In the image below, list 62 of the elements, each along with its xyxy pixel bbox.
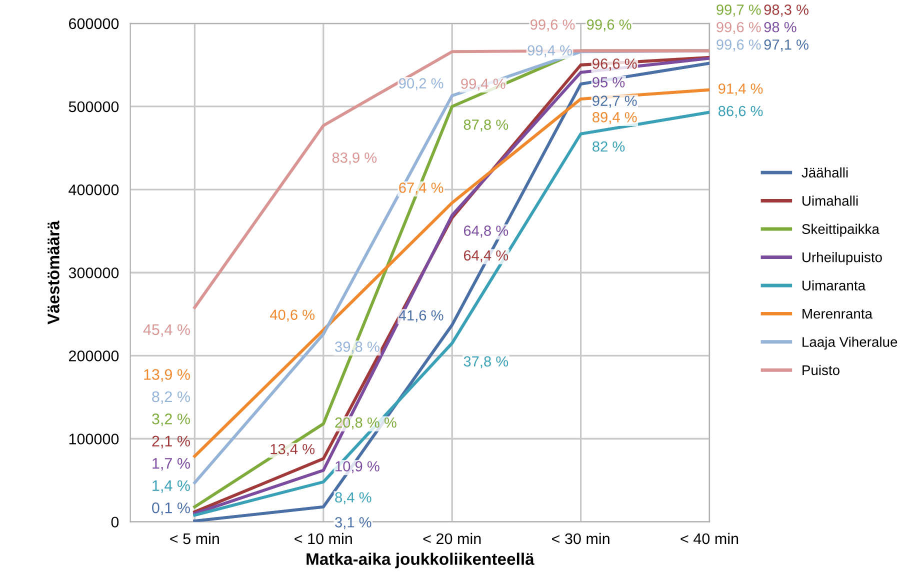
- annotation: 91,4 %: [718, 83, 763, 96]
- annotation: 92,7 %: [592, 96, 637, 108]
- annotation: 45,4 %: [143, 324, 190, 337]
- text: 98 %: [764, 22, 796, 32]
- y-tick-label: 400000: [68, 184, 119, 196]
- annotation: 39,8 %: [335, 342, 380, 354]
- y-tick-label: 300000: [68, 267, 119, 278]
- annotation: 13,9 %: [144, 369, 190, 382]
- annotation: 2,1 %: [152, 436, 190, 448]
- annotation: 90,2 %: [399, 78, 444, 90]
- annotation: 8,4 %: [335, 492, 372, 504]
- text: 98,3 %: [764, 4, 808, 17]
- y-tick-label: 0: [111, 516, 119, 528]
- legend-label: Urheilupuisto: [802, 252, 882, 265]
- x-tick-label: < 10 min: [294, 532, 352, 544]
- annotation: 99,6 %: [716, 22, 761, 34]
- annotation: 99,4 %: [528, 45, 572, 58]
- annotation: 83,9 %: [332, 152, 377, 165]
- annotation: 96,6 %: [592, 58, 637, 71]
- annotation: 1,4 %: [152, 480, 190, 493]
- annotation: 87,8 %: [464, 120, 508, 132]
- annotation: 82 %: [592, 141, 625, 152]
- annotation: 1,7 %: [152, 458, 190, 471]
- legend-label: Jäähalli: [802, 167, 848, 178]
- annotation: 41,6 %: [398, 310, 444, 322]
- annotation: 99,7 %: [716, 4, 761, 17]
- annotation: 67,4 %: [399, 182, 444, 195]
- y-axis-title: Väestömäärä: [48, 220, 60, 324]
- text: 97,1 %: [764, 39, 808, 52]
- x-tick-label: < 20 min: [423, 532, 481, 544]
- annotation: 10,9 %: [336, 461, 380, 474]
- annotation: 64,4 %: [464, 250, 508, 262]
- annotation: 8,2 %: [152, 391, 190, 404]
- x-tick-label: < 40 min: [680, 532, 738, 544]
- legend-label: Uimaranta: [802, 280, 866, 290]
- legend-label: Skeittipaikka: [802, 224, 880, 237]
- annotation: 3,2 %: [152, 414, 190, 426]
- legend-label: Puisto: [802, 364, 840, 376]
- annotation: 20,8 % %: [335, 417, 396, 430]
- x-tick-label: < 30 min: [552, 532, 610, 544]
- annotation: 95 %: [592, 77, 625, 88]
- annotation: 99,4 %: [461, 78, 506, 91]
- annotation: 64,8 %: [464, 226, 508, 238]
- y-tick-label: 100000: [69, 434, 119, 444]
- legend-label: Uimahalli: [802, 196, 858, 206]
- y-tick-label: 600000: [69, 18, 119, 30]
- annotation: 40,6 %: [270, 310, 315, 322]
- annotation: 99,6 %: [716, 39, 761, 52]
- y-tick-label: 500000: [68, 101, 119, 112]
- legend-label: Merenranta: [802, 308, 872, 319]
- annotation: 13,4 %: [270, 444, 315, 456]
- annotation: 86,6 %: [718, 106, 763, 118]
- annotation: 99,6 %: [587, 19, 632, 32]
- annotation: 89,4 %: [592, 112, 637, 124]
- legend-label: Laaja Viheralue: [802, 336, 898, 350]
- y-tick-label: 200000: [69, 350, 119, 362]
- annotation: 3,1 %: [335, 517, 372, 530]
- x-axis-title: Matka-aika joukkoliikenteellä: [306, 552, 534, 568]
- x-tick-label: < 5 min: [170, 532, 219, 544]
- annotation: 0,1 %: [152, 502, 190, 516]
- annotation: 99,6 %: [530, 19, 575, 32]
- annotation: 37,8 %: [464, 356, 508, 368]
